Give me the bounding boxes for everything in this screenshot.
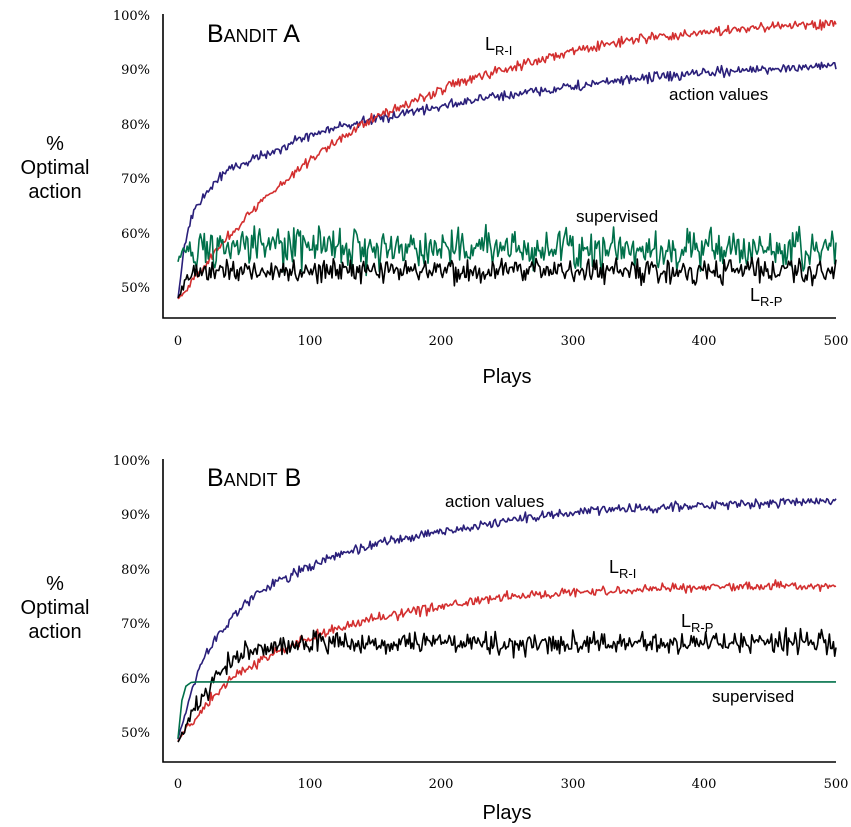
x-axis-label: Plays <box>483 366 532 388</box>
y-axis-label-line: % <box>46 573 64 595</box>
x-tick-label: 300 <box>561 334 586 349</box>
axes-a <box>162 14 836 319</box>
chart-title: Bandit B <box>207 464 301 492</box>
series-label-supervised: supervised <box>576 207 658 226</box>
x-tick-label: 400 <box>692 777 717 792</box>
series-line-l-r-p <box>177 256 837 299</box>
y-axis-label-line: % <box>46 133 64 155</box>
x-ticks-a: 0 100 200 300 400 500 <box>174 334 849 349</box>
series-label-action-values: action values <box>445 492 544 511</box>
y-tick-label: 100% <box>113 454 150 469</box>
y-axis-label-a: % Optimal action <box>21 133 90 203</box>
series-line-supervised <box>177 681 836 739</box>
series-line-supervised <box>177 223 837 277</box>
x-tick-label: 0 <box>174 334 182 349</box>
series-label-lrp: LR-P <box>681 611 713 635</box>
x-axis-label: Plays <box>483 802 532 824</box>
x-tick-label: 400 <box>692 334 717 349</box>
y-tick-label: 70% <box>121 172 150 187</box>
y-axis-label-line: action <box>28 181 81 203</box>
y-axis-label-line: action <box>28 621 81 643</box>
series-line-l-r-i <box>177 19 837 300</box>
axes-b <box>162 459 836 763</box>
x-tick-label: 0 <box>174 777 182 792</box>
y-tick-label: 80% <box>121 563 150 578</box>
plot-area-b <box>177 497 837 743</box>
plot-area-a <box>177 19 837 300</box>
series-label-action-values: action values <box>669 85 768 104</box>
y-tick-label: 90% <box>121 63 150 78</box>
y-axis-label-line: Optimal <box>21 597 90 619</box>
x-tick-label: 200 <box>429 334 454 349</box>
series-label-supervised: supervised <box>712 687 794 706</box>
x-tick-label: 200 <box>429 777 454 792</box>
series-label-lri: LR-I <box>485 34 512 58</box>
y-tick-label: 60% <box>121 672 150 687</box>
y-tick-label: 50% <box>121 281 150 296</box>
y-axis-label-b: % Optimal action <box>21 573 90 643</box>
x-tick-label: 500 <box>824 777 849 792</box>
series-labels-a: LR-I action values supervised LR-P <box>485 34 782 309</box>
y-tick-label: 90% <box>121 508 150 523</box>
y-tick-label: 50% <box>121 726 150 741</box>
y-tick-label: 80% <box>121 118 150 133</box>
series-line-action-values <box>177 497 837 740</box>
series-line-l-r-i <box>177 579 837 742</box>
x-tick-label: 500 <box>824 334 849 349</box>
series-label-lri: LR-I <box>609 557 636 581</box>
chart-title: Bandit A <box>207 20 300 48</box>
y-tick-label: 60% <box>121 227 150 242</box>
x-tick-label: 100 <box>298 777 323 792</box>
x-tick-label: 100 <box>298 334 323 349</box>
x-tick-label: 300 <box>561 777 586 792</box>
y-ticks-a: 100% 90% 80% 70% 60% 50% <box>113 9 150 296</box>
y-tick-label: 100% <box>113 9 150 24</box>
chart-bandit-b: 100% 90% 80% 70% 60% 50% 0 100 200 300 4… <box>21 454 849 824</box>
series-labels-b: action values LR-I LR-P supervised <box>445 492 794 706</box>
series-line-action-values <box>177 61 837 299</box>
y-ticks-b: 100% 90% 80% 70% 60% 50% <box>113 454 150 741</box>
y-axis-label-line: Optimal <box>21 157 90 179</box>
y-tick-label: 70% <box>121 617 150 632</box>
series-line-l-r-p <box>177 627 837 743</box>
chart-bandit-a: 100% 90% 80% 70% 60% 50% 0 100 200 300 4… <box>21 9 849 388</box>
x-ticks-b: 0 100 200 300 400 500 <box>174 777 849 792</box>
series-label-lrp: LR-P <box>750 285 782 309</box>
